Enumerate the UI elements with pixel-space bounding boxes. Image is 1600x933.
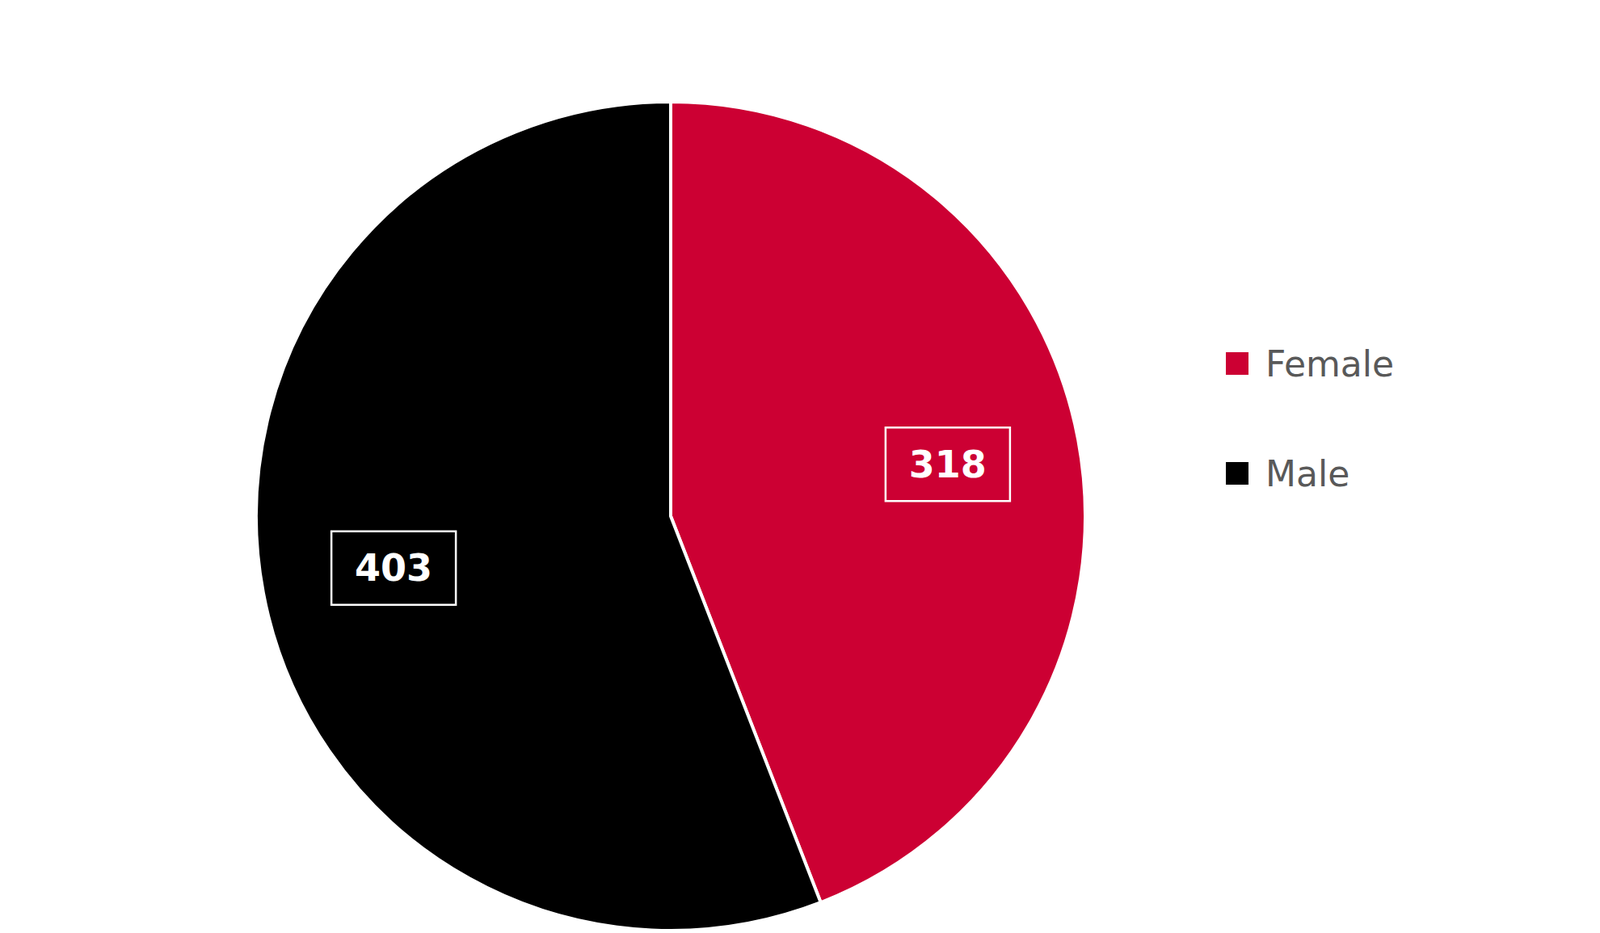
legend-swatch	[1225, 352, 1249, 375]
data-label-box	[331, 531, 456, 606]
legend-label: Female	[1265, 343, 1394, 385]
pie-slice	[256, 101, 822, 931]
slices	[256, 101, 1086, 931]
legend: Female Male	[1225, 343, 1394, 495]
data-label-box	[885, 427, 1011, 502]
data-label: 403	[354, 546, 433, 590]
data-label: 318	[909, 442, 987, 487]
chart-container: 318 403 Female Male	[0, 0, 1600, 933]
legend-swatch	[1225, 462, 1249, 485]
data-labels: 318 403	[331, 427, 1011, 605]
legend-label: Male	[1265, 453, 1350, 495]
chart-svg: 318 403 Female Male	[0, 0, 1600, 933]
